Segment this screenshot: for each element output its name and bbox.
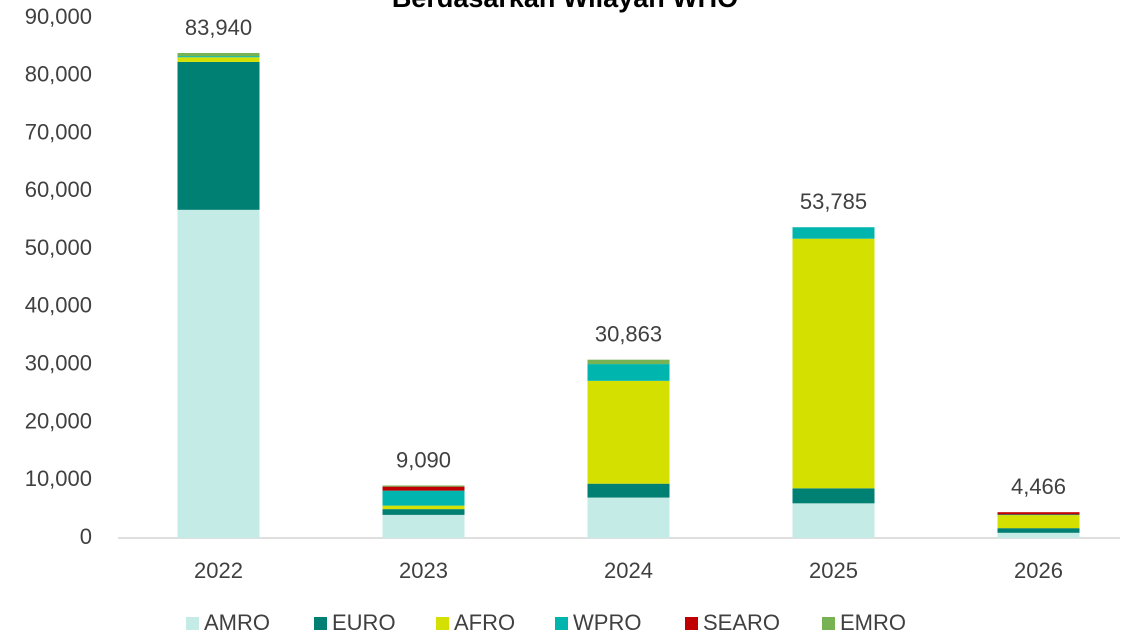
y-tick-label: 80,000 [25, 62, 92, 87]
y-tick-label: 90,000 [25, 4, 92, 29]
bar-segment [382, 509, 465, 515]
legend-swatch [822, 617, 835, 630]
x-tick-label: 2024 [604, 558, 653, 583]
y-tick-label: 30,000 [25, 350, 92, 375]
bar-segment [382, 486, 465, 491]
legend-label: AFRO [454, 610, 515, 635]
legend-label: WPRO [573, 610, 641, 635]
bar-segment [587, 497, 670, 538]
y-tick-label: 50,000 [25, 235, 92, 260]
legend-label: AMRO [204, 610, 270, 635]
bar-segment [177, 56, 260, 58]
legend-label: EMRO [840, 610, 906, 635]
x-tick-label: 2022 [194, 558, 243, 583]
total-label: 53,785 [800, 189, 867, 214]
y-tick-label: 40,000 [25, 293, 92, 318]
legend-swatch [555, 617, 568, 630]
bar-segment [177, 57, 260, 62]
bar-segment [177, 53, 260, 57]
bar-segment [792, 488, 875, 504]
bar-segment [177, 61, 260, 210]
legend-label: EURO [332, 610, 396, 635]
bar-segment [382, 490, 465, 506]
bar-segment [587, 483, 670, 498]
y-tick-label: 70,000 [25, 119, 92, 144]
bar-segment [792, 238, 875, 489]
bar-segment [997, 515, 1080, 529]
bar-segment [177, 209, 260, 539]
bar-segment [997, 514, 1080, 516]
legend-label: SEARO [703, 610, 780, 635]
x-tick-label: 2023 [399, 558, 448, 583]
total-label: 4,466 [1011, 474, 1066, 499]
bar-segment [382, 505, 465, 510]
y-tick-label: 0 [80, 524, 92, 549]
bar-segment [382, 514, 465, 538]
bar-segment [587, 364, 670, 381]
y-tick-label: 10,000 [25, 466, 92, 491]
bar-segment [792, 503, 875, 538]
chart-title: Berdasarkan Wilayah WHO [392, 0, 738, 13]
y-tick-label: 20,000 [25, 408, 92, 433]
total-label: 83,940 [185, 15, 252, 40]
legend-swatch [685, 617, 698, 630]
total-label: 30,863 [595, 321, 662, 346]
legend-swatch [186, 617, 199, 630]
legend-swatch [314, 617, 327, 630]
bar-segment [997, 532, 1080, 538]
bar-segment [382, 485, 465, 487]
bar-segment [997, 528, 1080, 533]
legend-swatch [436, 617, 449, 630]
bar-segment [997, 512, 1080, 515]
bar-segment [587, 380, 670, 484]
bar-segment [792, 227, 875, 239]
bar-segment [587, 359, 670, 365]
total-label: 9,090 [396, 447, 451, 472]
y-tick-label: 60,000 [25, 177, 92, 202]
x-tick-label: 2025 [809, 558, 858, 583]
x-tick-label: 2026 [1014, 558, 1063, 583]
